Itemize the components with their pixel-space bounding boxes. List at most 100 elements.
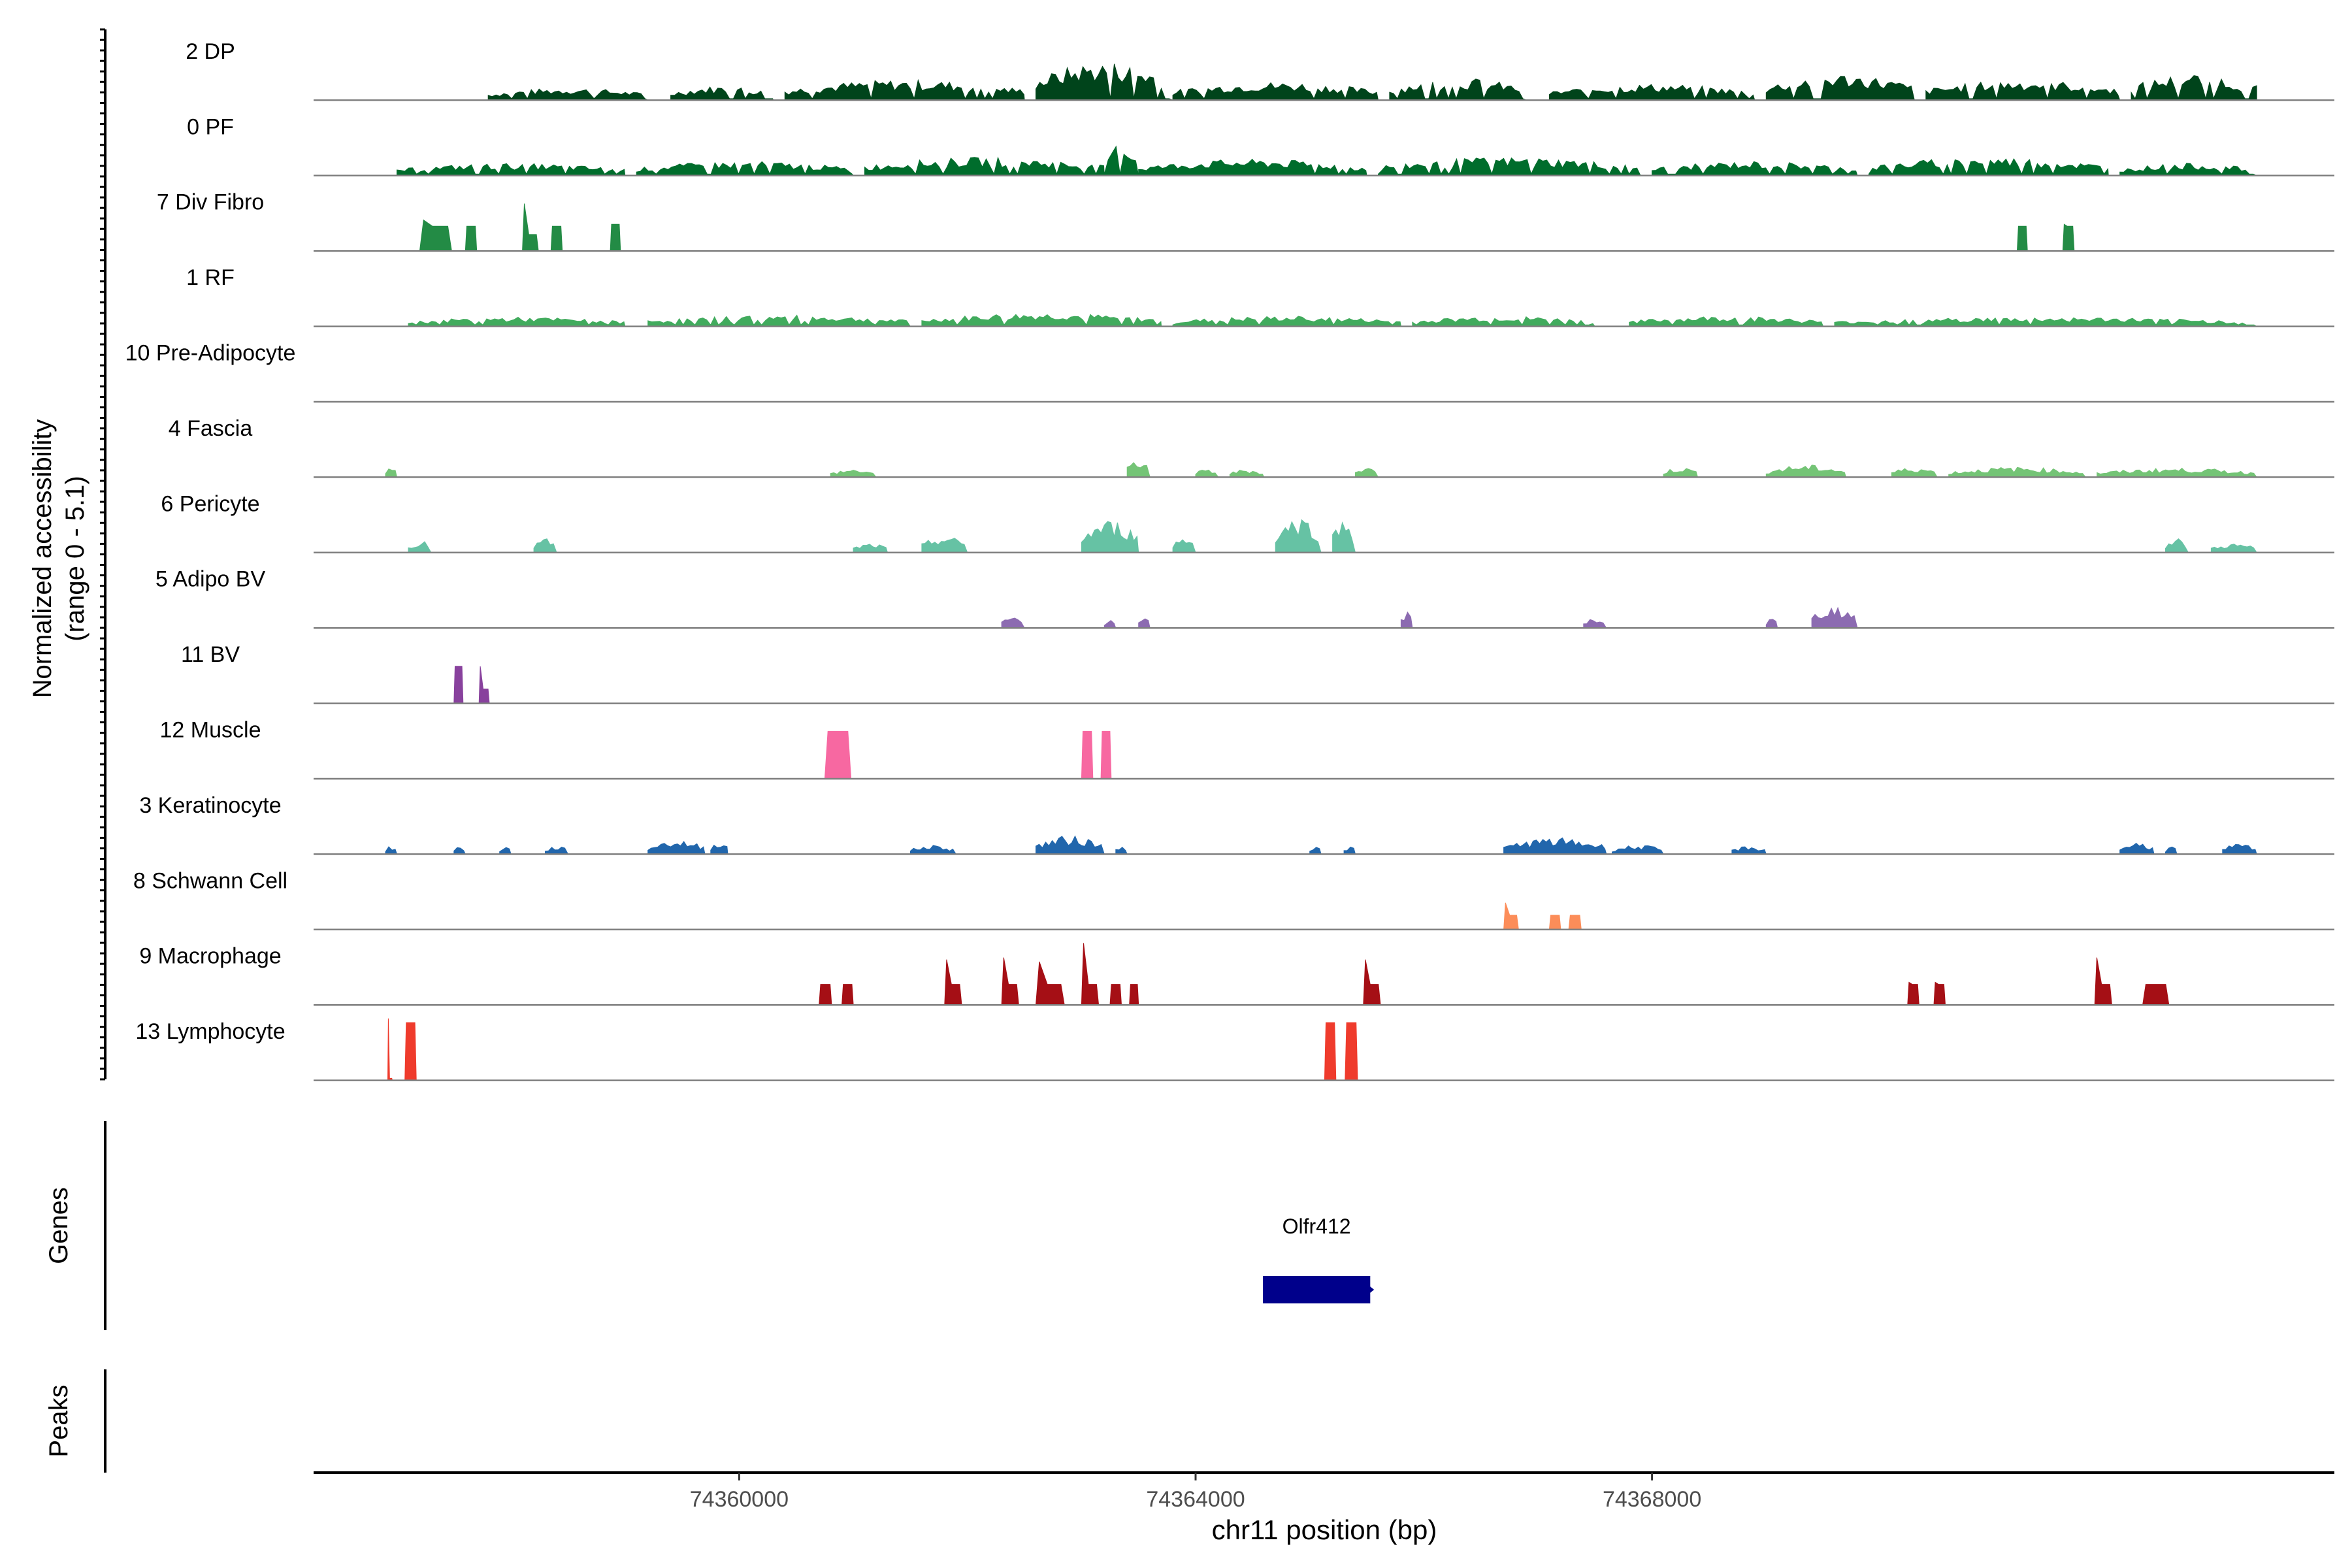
coverage-area xyxy=(1765,76,1915,101)
coverage-area xyxy=(830,470,877,478)
coverage-area xyxy=(545,846,569,855)
coverage-area xyxy=(2222,843,2257,855)
coverage-peak xyxy=(550,225,563,252)
x-tick-label: 74364000 xyxy=(1146,1487,1245,1512)
track-label: 7 Div Fibro xyxy=(157,190,264,215)
track-8-schwann-cell: 8 Schwann Cell xyxy=(133,868,2334,931)
coverage-area xyxy=(1195,469,1220,478)
coverage-area xyxy=(864,156,1105,176)
track-label: 3 Keratinocyte xyxy=(139,793,281,818)
coverage-peak xyxy=(1568,915,1582,930)
coverage-peak xyxy=(2094,957,2112,1005)
coverage-area xyxy=(1343,846,1356,855)
coverage-peak xyxy=(1100,730,1112,779)
coverage-peak xyxy=(610,223,621,252)
coverage-area xyxy=(1948,466,2087,478)
coverage-peak xyxy=(824,730,852,779)
gene-strand-arrow xyxy=(1367,1284,1375,1295)
coverage-area xyxy=(408,541,432,553)
coverage-peak xyxy=(465,225,478,252)
x-axis-label: chr11 position (bp) xyxy=(1212,1514,1437,1545)
coverage-area xyxy=(1652,161,1858,176)
coverage-area xyxy=(1081,521,1139,553)
coverage-peak xyxy=(1907,981,1919,1005)
coverage-peak xyxy=(1035,961,1065,1005)
x-tick-label: 74368000 xyxy=(1603,1487,1701,1512)
coverage-peak xyxy=(1503,902,1519,930)
coverage-area xyxy=(1378,157,1641,176)
coverage-area xyxy=(909,845,957,855)
coverage-area xyxy=(1332,521,1356,553)
peaks-panel-label: Peaks xyxy=(44,1384,73,1457)
coverage-area xyxy=(1811,606,1858,629)
track-label: 5 Adipo BV xyxy=(155,567,266,592)
coverage-area xyxy=(647,314,911,327)
coverage-area xyxy=(1868,158,2109,176)
x-tick-label: 74360000 xyxy=(690,1487,789,1512)
coverage-peak xyxy=(419,219,452,252)
track-6-pericyte: 6 Pericyte xyxy=(161,491,2334,554)
coverage-area xyxy=(2165,538,2189,553)
coverage-peak xyxy=(1081,730,1094,779)
coverage-area xyxy=(636,161,855,176)
coverage-area xyxy=(453,847,466,855)
coverage-area xyxy=(397,163,626,176)
track-label: 8 Schwann Cell xyxy=(133,868,287,893)
coverage-area xyxy=(1138,618,1151,629)
track-5-adipo-bv: 5 Adipo BV xyxy=(155,567,2334,629)
coverage-area xyxy=(710,844,728,855)
coverage-area xyxy=(1172,82,1379,101)
coverage-area xyxy=(1925,81,2121,101)
track-label: 13 Lymphocyte xyxy=(135,1019,285,1044)
coverage-area xyxy=(1172,316,1401,327)
coverage-area xyxy=(2131,75,2257,101)
track-label: 2 DP xyxy=(186,39,235,64)
track-label: 1 RF xyxy=(186,265,235,290)
coverage-area xyxy=(1663,468,1699,478)
coverage-peak xyxy=(387,1018,393,1081)
coverage-area xyxy=(1629,316,1824,327)
track-4-fascia: 4 Fascia xyxy=(169,416,2334,478)
coverage-peak xyxy=(522,203,539,252)
coverage-area xyxy=(1309,847,1322,855)
track-0-pf: 0 PF xyxy=(187,114,2334,177)
coverage-area xyxy=(1412,316,1596,327)
coverage-peak xyxy=(1001,957,1019,1005)
coverage-peak xyxy=(819,984,832,1005)
coverage-peak xyxy=(841,984,854,1005)
coverage-area xyxy=(647,841,706,855)
track-2-dp: 2 DP xyxy=(186,39,2334,101)
coverage-area xyxy=(921,538,968,553)
track-label: 0 PF xyxy=(187,114,234,139)
coverage-area xyxy=(1115,847,1128,855)
y-axis-label-line1: Normalized accessibility xyxy=(28,419,57,698)
track-10-pre-adipocyte: 10 Pre-Adipocyte xyxy=(125,341,2334,403)
track-label: 6 Pericyte xyxy=(161,491,259,516)
coverage-area xyxy=(1172,539,1196,553)
genes-panel-label: Genes xyxy=(44,1187,73,1264)
coverage-area xyxy=(784,78,1025,101)
coverage-peak xyxy=(2062,223,2075,252)
genes-panel: Genes Olfr412 xyxy=(44,1121,1375,1330)
coverage-area xyxy=(1103,619,1117,629)
coverage-area xyxy=(1001,617,1025,629)
coverage-area xyxy=(1548,84,1756,101)
coverage-peak xyxy=(944,959,962,1005)
coverage-area xyxy=(853,544,889,553)
coverage-area xyxy=(1036,835,1105,855)
coverage-area xyxy=(1583,619,1607,629)
coverage-area xyxy=(1891,468,1938,478)
coverage-peak xyxy=(1548,915,1561,930)
coverage-area xyxy=(408,316,626,327)
track-13-lymphocyte: 13 Lymphocyte xyxy=(135,1018,2334,1081)
coverage-area xyxy=(2119,843,2155,855)
coverage-area xyxy=(670,86,774,101)
coverage-area xyxy=(2097,467,2258,478)
x-axis: 74360000 74364000 74368000 chr11 position … xyxy=(314,1471,2334,1545)
track-11-bv: 11 BV xyxy=(181,642,2334,704)
y-axis-title: Normalized accessibility (range 0 - 5.1) xyxy=(28,419,90,698)
track-7-div-fibro: 7 Div Fibro xyxy=(157,190,2334,252)
coverage-area xyxy=(2165,846,2178,855)
gene-body xyxy=(1263,1276,1371,1303)
track-9-macrophage: 9 Macrophage xyxy=(139,943,2334,1006)
